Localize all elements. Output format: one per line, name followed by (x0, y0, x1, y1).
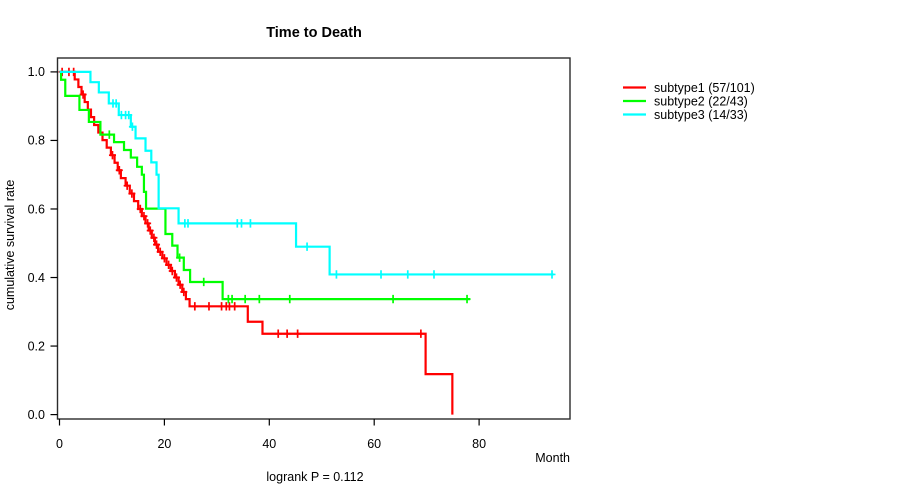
censor-tick (165, 260, 173, 270)
censor-tick (140, 211, 148, 221)
censor-tick (294, 329, 302, 338)
censor-tick (241, 294, 249, 304)
censor-tick (332, 270, 340, 279)
y-tick-label: 0.6 (28, 202, 45, 216)
censor-tick (246, 219, 254, 228)
censor-tick (377, 270, 385, 279)
censor-tick (176, 253, 184, 262)
series-subtype1 (58, 67, 454, 415)
curves-layer (58, 67, 556, 415)
censor-tick (105, 130, 113, 139)
legend-label-subtype2: subtype2 (22/43) (654, 94, 748, 108)
legend-layer: subtype1 (57/101)subtype2 (22/43)subtype… (623, 81, 755, 122)
censor-tick (274, 329, 282, 338)
plot-box (56, 57, 571, 420)
y-tick-label: 0.4 (28, 271, 45, 285)
x-axis-label: Month (535, 451, 570, 465)
censor-tick (150, 233, 158, 242)
censor-tick (123, 181, 131, 190)
censor-tick (548, 270, 556, 279)
censor-marks-subtype1 (58, 67, 425, 338)
chart-title: Time to Death (266, 25, 362, 41)
censor-tick (228, 294, 236, 304)
censor-tick (184, 219, 192, 228)
series-subtype2 (59, 70, 471, 304)
censor-tick (125, 110, 133, 120)
x-tick-label: 40 (262, 437, 276, 451)
censor-tick (389, 294, 397, 304)
logrank-footnote: logrank P = 0.112 (266, 470, 363, 484)
censor-tick (255, 294, 263, 304)
censor-tick (191, 302, 199, 311)
censor-tick (153, 240, 161, 249)
y-tick-label: 0.8 (28, 134, 45, 148)
censor-tick (404, 270, 412, 279)
censor-tick (238, 219, 246, 228)
censor-marks-subtype2 (105, 130, 471, 304)
y-tick-label: 0.0 (28, 408, 45, 422)
censor-tick (176, 280, 184, 289)
censor-tick (160, 254, 168, 263)
censor-tick (172, 273, 180, 282)
y-axis-label: cumulative survival rate (3, 180, 17, 311)
legend-label-subtype3: subtype3 (14/33) (654, 108, 748, 122)
survival-curve-subtype1 (59, 70, 454, 415)
censor-marks-subtype3 (109, 99, 556, 279)
censor-tick (108, 150, 116, 160)
axes-layer: 0 20 40 60 80 0.0 0.2 0.4 0.6 0.8 1.0 (28, 65, 486, 451)
y-tick-label: 1.0 (28, 65, 45, 79)
censor-tick (115, 166, 123, 175)
censor-tick (79, 90, 87, 99)
censor-tick (417, 329, 425, 338)
censor-tick (463, 294, 471, 304)
censor-tick (156, 247, 164, 257)
censor-tick (128, 189, 136, 198)
censor-tick (112, 99, 120, 108)
x-tick-label: 20 (157, 437, 171, 451)
censor-tick (144, 219, 152, 228)
x-tick-label: 80 (472, 437, 486, 451)
legend-label-subtype1: subtype1 (57/101) (654, 81, 755, 95)
series-subtype3 (59, 70, 556, 279)
censor-tick (303, 242, 311, 251)
censor-tick (231, 302, 239, 311)
censor-tick (180, 287, 188, 297)
survival-curve-subtype2 (59, 70, 471, 301)
censor-tick (136, 204, 144, 214)
censor-tick (200, 277, 208, 287)
censor-tick (283, 329, 291, 338)
censor-tick (168, 266, 176, 276)
y-tick-label: 0.2 (28, 339, 45, 353)
censor-tick (286, 294, 294, 304)
censor-tick (128, 122, 136, 131)
censor-tick (205, 302, 213, 311)
x-tick-label: 60 (367, 437, 381, 451)
censor-tick (146, 226, 154, 235)
censor-tick (430, 270, 438, 279)
x-tick-label: 0 (56, 437, 63, 451)
